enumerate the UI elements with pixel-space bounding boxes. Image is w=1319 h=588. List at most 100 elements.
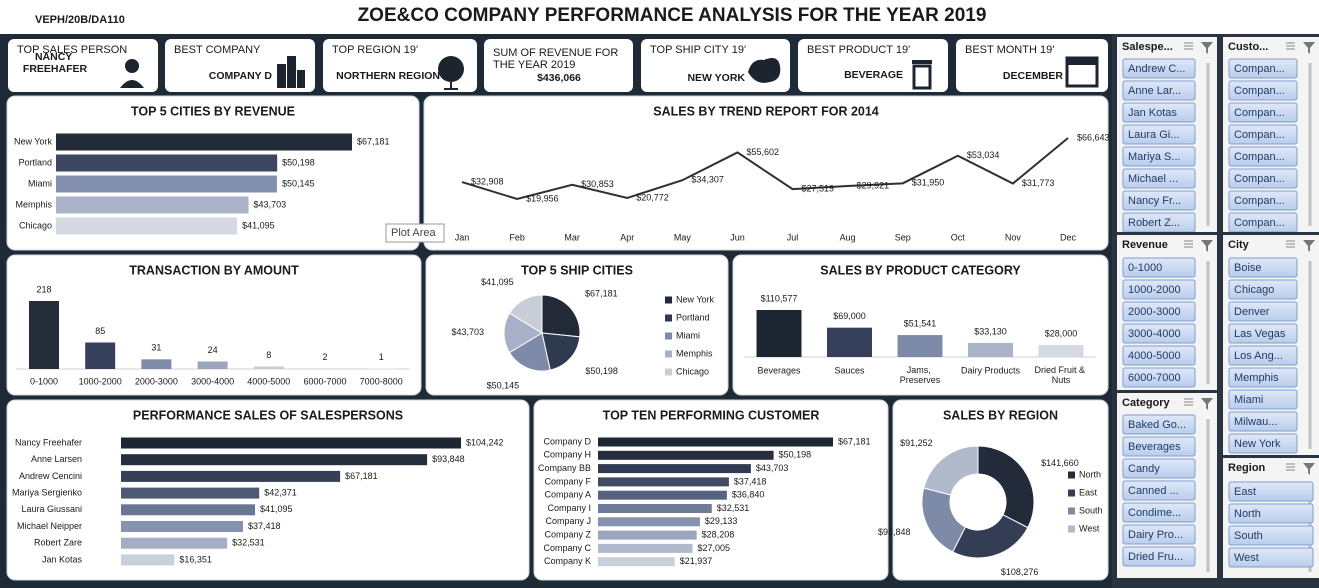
slicer-button[interactable] <box>1122 80 1196 101</box>
value-label: $67,181 <box>585 289 618 299</box>
slicer-button[interactable] <box>1228 389 1298 410</box>
slicer-button[interactable] <box>1228 323 1298 344</box>
slicer-clear[interactable] <box>1303 240 1315 252</box>
slicer-button[interactable] <box>1122 301 1196 322</box>
slicer-button[interactable] <box>1228 58 1298 79</box>
slicer-button-label[interactable]: Denver <box>1234 306 1270 318</box>
slicer-button[interactable] <box>1122 212 1196 232</box>
slicer-button[interactable] <box>1228 102 1298 123</box>
slicer-button-label[interactable]: New York <box>1234 438 1281 450</box>
slicer-button-label[interactable]: Mariya S... <box>1128 151 1181 163</box>
slicer-button[interactable] <box>1228 433 1298 454</box>
slicer-button[interactable] <box>1228 525 1314 546</box>
slicer-clear[interactable] <box>1201 42 1213 54</box>
slicer-button-label[interactable]: 2000-3000 <box>1128 306 1181 318</box>
slicer-button[interactable] <box>1122 102 1196 123</box>
slicer-button[interactable] <box>1228 146 1298 167</box>
slicer-button[interactable] <box>1122 502 1196 523</box>
slicer-button[interactable] <box>1122 323 1196 344</box>
slicer-button-label[interactable]: Compan... <box>1234 173 1285 185</box>
slicer-button[interactable] <box>1228 345 1298 366</box>
slicer-button-label[interactable]: East <box>1234 486 1256 498</box>
slicer-button[interactable] <box>1122 480 1196 501</box>
dashboard-title: ZOE&CO COMPANY PERFORMANCE ANALYSIS FOR … <box>358 5 987 26</box>
slicer-button[interactable] <box>1122 458 1196 479</box>
value-label: $36,840 <box>732 490 765 500</box>
slicer-button[interactable] <box>1228 80 1298 101</box>
slicer-clear[interactable] <box>1201 398 1213 410</box>
slicer-button[interactable] <box>1122 124 1196 145</box>
slicer-button-label[interactable]: Dried Fru... <box>1128 551 1183 563</box>
slicer-button-label[interactable]: Robert Z... <box>1128 217 1180 229</box>
slicer-button[interactable] <box>1228 301 1298 322</box>
slicer-button[interactable] <box>1228 168 1298 189</box>
slicer-button-label[interactable]: 6000-7000 <box>1128 372 1181 384</box>
slicer-button-label[interactable]: South <box>1234 530 1263 542</box>
value-label: $141,660 <box>1041 458 1079 468</box>
slicer-button-label[interactable]: Laura Gi... <box>1128 129 1179 141</box>
slicer-button-label[interactable]: Las Vegas <box>1234 328 1286 340</box>
slicer-button[interactable] <box>1122 190 1196 211</box>
slicer-button-label[interactable]: North <box>1234 508 1261 520</box>
slicer-clear[interactable] <box>1303 42 1315 54</box>
chart-title: PERFORMANCE SALES OF SALESPERSONS <box>133 408 403 422</box>
slicer-button[interactable] <box>1122 168 1196 189</box>
slicer-button-label[interactable]: Candy <box>1128 463 1160 475</box>
slicer-button[interactable] <box>1228 503 1314 524</box>
slicer-button-label[interactable]: Nancy Fr... <box>1128 195 1181 207</box>
slicer-button[interactable] <box>1228 257 1298 278</box>
slicer-button[interactable] <box>1122 58 1196 79</box>
slicer-button-label[interactable]: Boise <box>1234 262 1262 274</box>
slicer-button-label[interactable]: Los Ang... <box>1234 350 1283 362</box>
slicer-button-label[interactable]: Compan... <box>1234 63 1285 75</box>
slicer-button-label[interactable]: Dairy Pro... <box>1128 529 1183 541</box>
slicer-button[interactable] <box>1228 190 1298 211</box>
slicer-button-label[interactable]: Baked Go... <box>1128 419 1186 431</box>
slicer-button-label[interactable]: Compan... <box>1234 217 1285 229</box>
slicer-button-label[interactable]: Compan... <box>1234 151 1285 163</box>
slicer-button[interactable] <box>1122 436 1196 457</box>
bar <box>56 196 249 214</box>
slicer-button-label[interactable]: West <box>1234 552 1259 564</box>
kpi-icon <box>120 80 144 88</box>
slicer-button-label[interactable]: 4000-5000 <box>1128 350 1181 362</box>
slicer-button[interactable] <box>1122 414 1196 435</box>
slicer-clear[interactable] <box>1201 240 1213 252</box>
slicer-button[interactable] <box>1122 345 1196 366</box>
slicer-button-label[interactable]: Compan... <box>1234 129 1285 141</box>
slicer-button-label[interactable]: 0-1000 <box>1128 262 1162 274</box>
slicer-button-label[interactable]: Canned ... <box>1128 485 1179 497</box>
slicer-button-label[interactable]: Andrew C... <box>1128 63 1185 75</box>
slicer-button-label[interactable]: 3000-4000 <box>1128 328 1181 340</box>
slicer-button[interactable] <box>1228 411 1298 432</box>
slicer-button-label[interactable]: Compan... <box>1234 85 1285 97</box>
slicer-button-label[interactable]: Anne Lar... <box>1128 85 1181 97</box>
slicer-button[interactable] <box>1122 146 1196 167</box>
slicer-button-label[interactable]: Compan... <box>1234 195 1285 207</box>
slicer-button-label[interactable]: Condime... <box>1128 507 1181 519</box>
slicer-button[interactable] <box>1122 524 1196 545</box>
slicer-button[interactable] <box>1228 481 1314 502</box>
value-label: $67,181 <box>357 136 390 146</box>
slicer-button[interactable] <box>1228 547 1314 568</box>
slicer-button[interactable] <box>1122 546 1196 567</box>
slicer-button-label[interactable]: Compan... <box>1234 107 1285 119</box>
slicer-button-label[interactable]: Michael ... <box>1128 173 1178 185</box>
slicer-button[interactable] <box>1228 124 1298 145</box>
slicer-button-label[interactable]: Memphis <box>1234 372 1279 384</box>
slicer-button[interactable] <box>1122 367 1196 388</box>
slicer-button[interactable] <box>1228 212 1298 232</box>
slicer-button[interactable] <box>1122 257 1196 278</box>
slicer-button-label[interactable]: Miami <box>1234 394 1263 406</box>
slicer-button-label[interactable]: Milwau... <box>1234 416 1277 428</box>
slicer-button[interactable] <box>1122 279 1196 300</box>
slicer-button-label[interactable]: Chicago <box>1234 284 1274 296</box>
slicer-button[interactable] <box>1228 367 1298 388</box>
kpi-card <box>323 39 477 92</box>
slicer-button[interactable] <box>1228 279 1298 300</box>
slicer-button-label[interactable]: Beverages <box>1128 441 1181 453</box>
slicer-button-label[interactable]: Jan Kotas <box>1128 107 1177 119</box>
slicer-clear[interactable] <box>1303 463 1315 475</box>
slicer-button-label[interactable]: 1000-2000 <box>1128 284 1181 296</box>
